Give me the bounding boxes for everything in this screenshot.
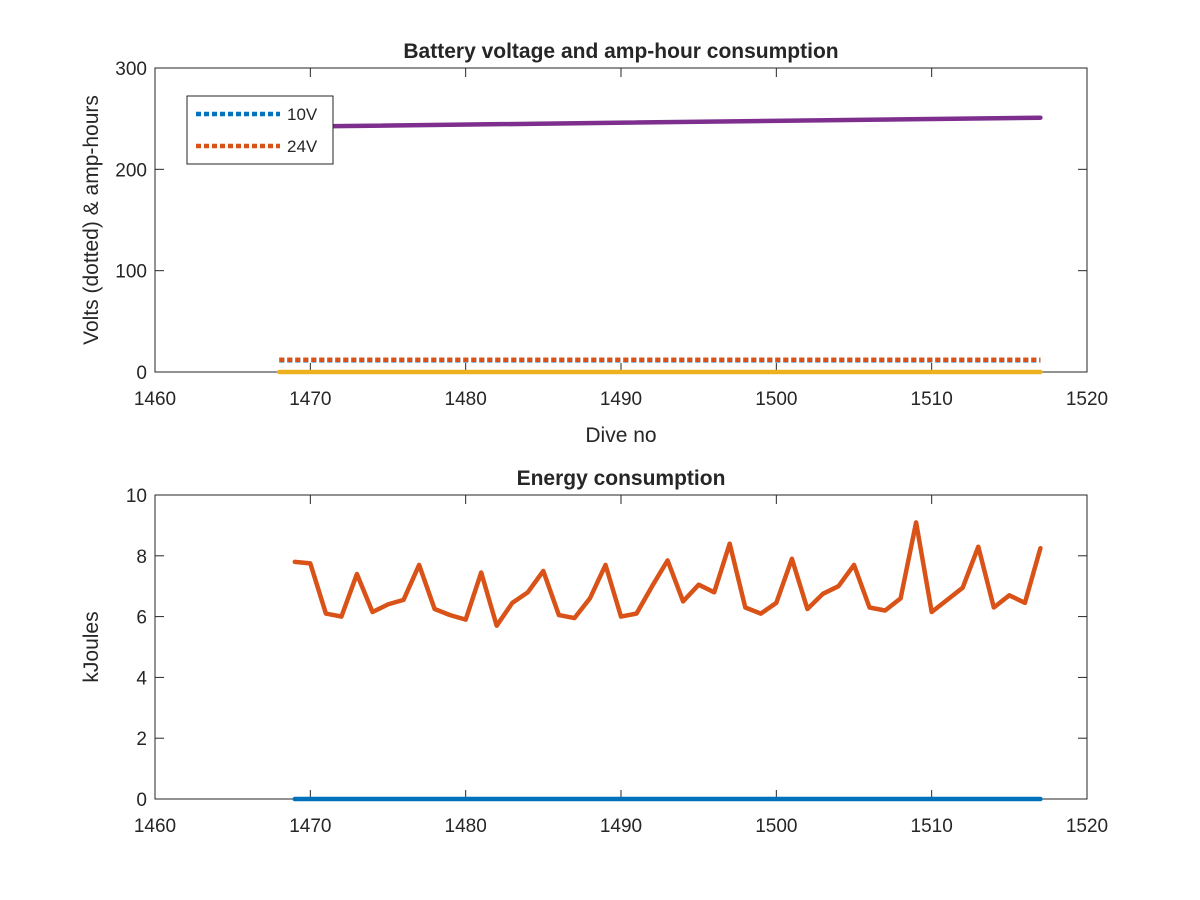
y-axis-label: Volts (dotted) & amp-hours — [80, 95, 103, 345]
y-tick-label: 6 — [136, 608, 147, 629]
y-tick-label: 10 — [126, 486, 147, 507]
x-tick-label: 1500 — [755, 816, 797, 837]
chart-title: Battery voltage and amp-hour consumption — [403, 40, 838, 63]
y-tick-label: 4 — [136, 668, 147, 689]
x-tick-label: 1510 — [911, 816, 953, 837]
x-tick-label: 1520 — [1066, 816, 1108, 837]
y-tick-label: 300 — [115, 59, 147, 80]
y-tick-label: 0 — [136, 363, 147, 384]
x-tick-label: 1490 — [600, 389, 642, 410]
x-tick-label: 1460 — [134, 389, 176, 410]
plot-area — [154, 494, 1088, 800]
x-axis-label: Dive no — [585, 424, 656, 447]
legend-box — [186, 95, 334, 165]
series-line-2 — [292, 520, 1043, 628]
series-line-4 — [277, 115, 1043, 130]
x-tick-label: 1500 — [755, 389, 797, 410]
chart-energy-consumption: 1460 1470 1480 1490 1500 1510 1520 0 2 4 6 8 10 Energ… — [80, 467, 1108, 837]
y-tick-label: 200 — [115, 160, 147, 181]
y-tick-label: 2 — [136, 729, 147, 750]
x-tick-label: 1480 — [445, 816, 487, 837]
x-tick-label: 1510 — [911, 389, 953, 410]
y-tick-label: 0 — [136, 790, 147, 811]
legend: 10V 24V — [186, 95, 334, 165]
x-tick-label: 1470 — [289, 389, 331, 410]
x-tick-label: 1460 — [134, 816, 176, 837]
y-tick-label: 8 — [136, 547, 147, 568]
x-tick-label: 1490 — [600, 816, 642, 837]
chart-battery-voltage: 1460 1470 1480 1490 1500 1510 1520 0 100 200 300 Ba… — [80, 40, 1108, 447]
x-tick-label: 1480 — [445, 389, 487, 410]
legend-label-24v: 24V — [287, 137, 318, 156]
x-tick-label: 1520 — [1066, 389, 1108, 410]
x-tick-label: 1470 — [289, 816, 331, 837]
legend-label-10v: 10V — [287, 105, 318, 124]
y-axis-label: kJoules — [80, 611, 103, 682]
y-tick-label: 100 — [115, 262, 147, 283]
chart-title: Energy consumption — [517, 467, 726, 490]
